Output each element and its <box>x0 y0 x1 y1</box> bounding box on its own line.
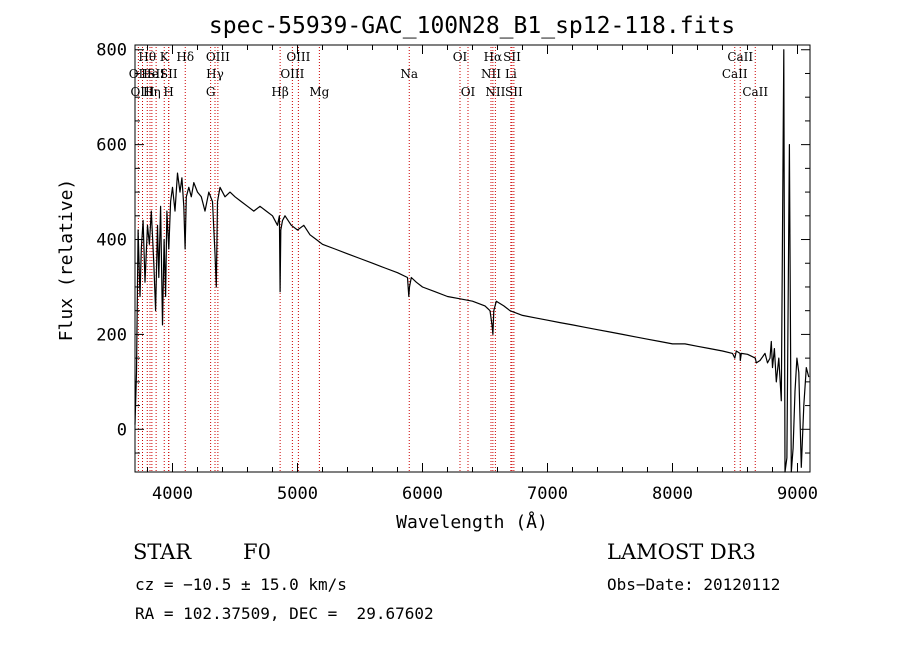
emission-line-label: OIII <box>206 50 230 64</box>
emission-line-label: CaII <box>742 85 768 99</box>
emission-line-label: SII <box>505 85 523 99</box>
emission-line-label: CaII <box>722 67 748 81</box>
emission-line-label: OIII <box>286 50 310 64</box>
y-axis-label: Flux (relative) <box>56 179 77 342</box>
x-tick-label: 9000 <box>777 484 818 504</box>
emission-line-label: SII <box>147 67 165 81</box>
emission-line-label: Hδ <box>176 50 194 64</box>
emission-line-label: OII <box>129 67 149 81</box>
survey-name: LAMOST DR3 <box>607 540 756 564</box>
emission-line-label: G <box>206 85 216 99</box>
coordinates: RA = 102.37509, DEC = 29.67602 <box>135 604 434 623</box>
y-tick-label: 200 <box>96 325 127 345</box>
x-axis-label: Wavelength (Å) <box>396 511 548 533</box>
y-tick-label: 600 <box>96 136 127 156</box>
emission-line-label: Li <box>505 67 517 81</box>
emission-line-label: Hγ <box>206 67 224 81</box>
x-tick-label: 7000 <box>527 484 568 504</box>
series-layer <box>134 49 810 473</box>
emission-line-label: NII <box>481 67 501 81</box>
emission-line-label: H <box>163 85 173 99</box>
redshift-value: cz = −10.5 ± 15.0 km/s <box>135 575 347 594</box>
line-labels-layer: Hθ OII OIII He Hη SII K H SII Hδ OIII Hγ G Hβ OIII OIII… <box>129 50 769 99</box>
ticks-layer: 4000 5000 6000 7000 8000 9000 0 200 400 600 800 <box>96 41 818 504</box>
emission-line-label: Na <box>400 67 418 81</box>
emission-line-label: OI <box>461 85 476 99</box>
x-tick-label: 5000 <box>277 484 318 504</box>
emission-lines-layer <box>137 47 756 472</box>
emission-line-label: SII <box>503 50 521 64</box>
x-tick-label: 6000 <box>402 484 443 504</box>
emission-line-label: Hα <box>484 50 503 64</box>
chart-title: spec-55939-GAC_100N28_B1_sp12-118.fits <box>209 13 735 39</box>
series-flux-line <box>134 49 810 473</box>
y-tick-label: 800 <box>96 41 127 61</box>
object-class: STAR <box>133 540 192 564</box>
emission-line-label: Mg <box>309 85 329 99</box>
obs-date: Obs−Date: 20120112 <box>607 575 781 594</box>
object-subclass: F0 <box>243 540 271 564</box>
emission-line-label: K <box>160 50 170 64</box>
emission-line-label: OI <box>453 50 468 64</box>
y-tick-label: 0 <box>117 420 127 440</box>
emission-line-label: SII <box>160 67 178 81</box>
plot-frame <box>134 44 811 473</box>
x-tick-label: 4000 <box>152 484 193 504</box>
emission-line-label: OIII <box>130 85 154 99</box>
emission-line-label: CaII <box>727 50 753 64</box>
emission-line-label: He <box>141 67 159 81</box>
emission-line-label: NII <box>485 85 505 99</box>
emission-line-label: Hθ <box>138 50 156 64</box>
emission-line-label: Hβ <box>271 85 288 99</box>
x-tick-label: 8000 <box>652 484 693 504</box>
emission-line-label: Hη <box>143 85 161 99</box>
emission-line-label: OIII <box>280 67 304 81</box>
y-tick-label: 400 <box>96 231 127 251</box>
